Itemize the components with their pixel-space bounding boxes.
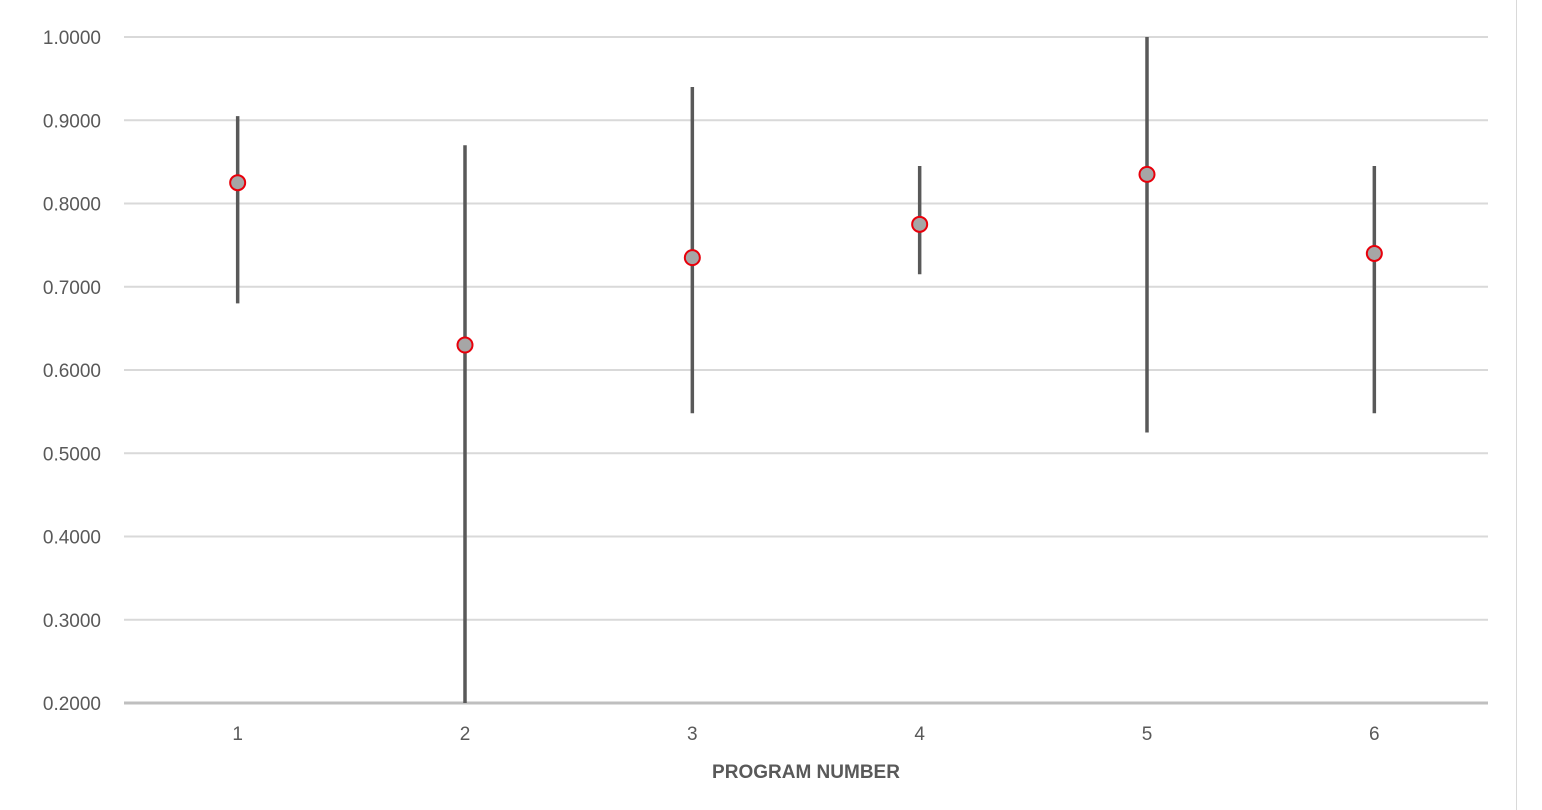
data-point (912, 217, 927, 232)
x-tick-label: 1 (232, 724, 243, 745)
x-tick-label: 3 (687, 724, 698, 745)
y-axis-ticks: 0.2000 0.3000 0.4000 0.5000 0.6000 0.7000 0.80… (43, 28, 101, 715)
y-tick-label: 0.9000 (43, 111, 101, 132)
data-point (1140, 167, 1155, 182)
data-point (458, 338, 473, 353)
y-tick-label: 1.0000 (43, 28, 101, 49)
x-tick-label: 5 (1142, 724, 1153, 745)
y-tick-label: 0.4000 (43, 528, 101, 549)
x-tick-label: 4 (914, 724, 925, 745)
y-tick-label: 0.3000 (43, 611, 101, 632)
gridlines (124, 37, 1488, 620)
data-point (1367, 246, 1382, 261)
y-tick-label: 0.8000 (43, 195, 101, 216)
x-tick-label: 6 (1369, 724, 1380, 745)
y-tick-label: 0.6000 (43, 361, 101, 382)
x-tick-label: 2 (460, 724, 471, 745)
y-tick-label: 0.7000 (43, 278, 101, 299)
x-axis-title: PROGRAM NUMBER (712, 762, 900, 783)
x-axis-ticks: 1 2 3 4 5 6 (232, 724, 1379, 745)
data-points (230, 167, 1382, 353)
y-tick-label: 0.2000 (43, 694, 101, 715)
data-point (685, 250, 700, 265)
data-point (230, 175, 245, 190)
y-tick-label: 0.5000 (43, 444, 101, 465)
